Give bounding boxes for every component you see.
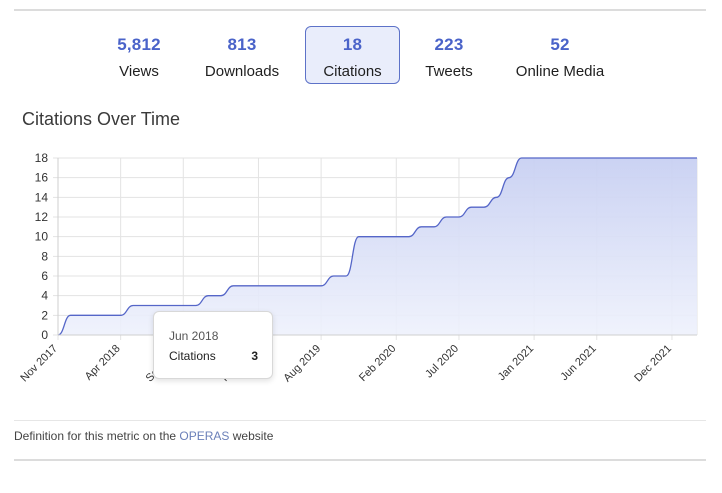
- metric-tweets-value: 223: [434, 35, 464, 54]
- y-tick-label: 8: [41, 249, 48, 263]
- y-tick-label: 14: [35, 190, 49, 204]
- series-area: [58, 158, 697, 335]
- tooltip-series-label: Citations: [169, 349, 216, 363]
- chart-title: Citations Over Time: [22, 109, 181, 129]
- y-tick-label: 12: [35, 210, 49, 224]
- series-line: [57, 157, 697, 336]
- tooltip-date: Jun 2018: [169, 329, 219, 343]
- metric-online-media-label: Online Media: [515, 63, 605, 80]
- x-tick-label: Dec 2021: [632, 343, 674, 385]
- metric-downloads[interactable]: 813 Downloads: [200, 26, 284, 84]
- metric-tweets-label: Tweets: [425, 63, 473, 80]
- x-tick-label: Feb 2020: [357, 343, 398, 384]
- x-tick-label: Nov 2017: [18, 343, 60, 385]
- footnote-prefix: Definition for this metric on the: [14, 429, 180, 443]
- y-tick-label: 10: [35, 230, 49, 244]
- y-tick-label: 0: [41, 328, 48, 342]
- bottom-divider: [14, 459, 706, 461]
- operas-link[interactable]: OPERAS: [179, 429, 230, 443]
- top-divider: [14, 9, 706, 11]
- x-tick-label: Jul 2020: [423, 343, 461, 381]
- x-tick-label: Apr 2018: [83, 343, 123, 383]
- metric-online-media[interactable]: 52 Online Media: [510, 26, 610, 84]
- y-tick-label: 16: [35, 171, 49, 185]
- metric-online-media-value: 52: [550, 35, 570, 54]
- metric-views-value: 5,812: [117, 35, 161, 54]
- metric-citations[interactable]: 18 Citations: [305, 26, 400, 84]
- y-tick-label: 2: [41, 308, 48, 322]
- y-tick-label: 18: [35, 151, 49, 165]
- metric-citations-label: Citations: [323, 63, 382, 80]
- metric-views[interactable]: 5,812 Views: [104, 26, 174, 84]
- metric-downloads-value: 813: [227, 35, 257, 54]
- x-tick-label: Aug 2019: [281, 343, 323, 385]
- x-tick-label: Jan 2021: [496, 343, 536, 383]
- metric-tweets[interactable]: 223 Tweets: [418, 26, 480, 84]
- x-tick-label: Jun 2021: [558, 343, 598, 383]
- chart-tooltip: Jun 2018 Citations 3: [153, 311, 273, 379]
- metric-views-label: Views: [119, 63, 159, 80]
- y-tick-label: 6: [41, 269, 48, 283]
- footnote-suffix: website: [229, 429, 274, 443]
- footer-divider: [14, 420, 706, 421]
- metric-downloads-label: Downloads: [204, 63, 280, 80]
- y-tick-label: 4: [41, 289, 48, 303]
- metric-definition-note: Definition for this metric on the OPERAS…: [14, 429, 273, 443]
- metric-citations-value: 18: [342, 35, 363, 54]
- tooltip-value: 3: [251, 349, 258, 363]
